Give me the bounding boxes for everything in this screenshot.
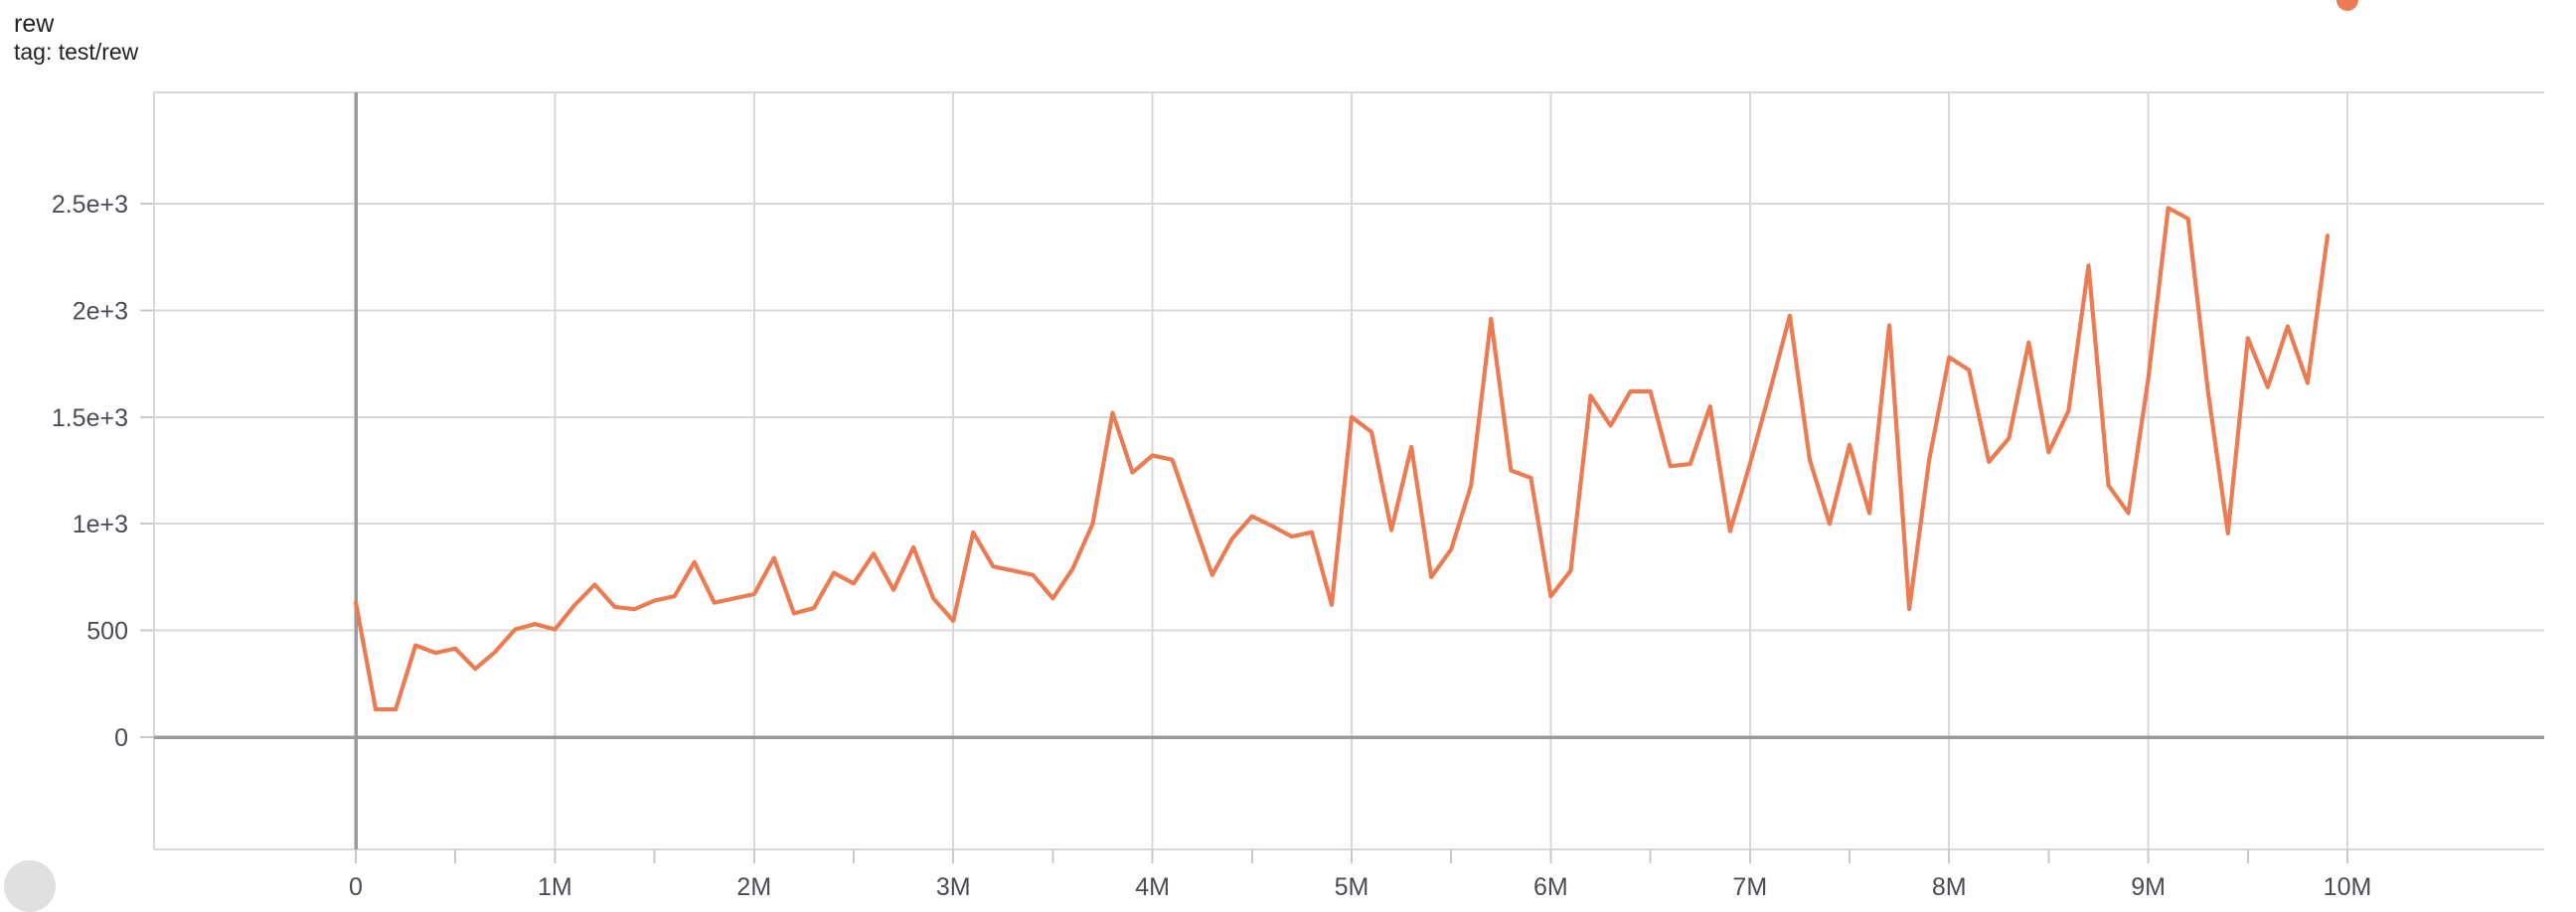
x-tick-label: 8M <box>1932 873 1967 898</box>
x-tick-label: 10M <box>2324 873 2372 898</box>
x-tick-label: 9M <box>2131 873 2166 898</box>
x-tick-label: 4M <box>1135 873 1170 898</box>
x-tick-label: 3M <box>936 873 971 898</box>
y-tick-label: 1e+3 <box>73 511 128 538</box>
x-axis-tick-labels: 0 1M 2M 3M 4M 5M 6M 7M 8M 9M 10M <box>349 873 2371 898</box>
y-tick-label: 500 <box>86 618 128 646</box>
axis-lines-group <box>154 92 2544 849</box>
x-tick-label: 2M <box>736 873 771 898</box>
expand-chart-button[interactable] <box>4 860 56 912</box>
x-tick-label: 1M <box>538 873 572 898</box>
data-series-group[interactable] <box>353 0 2358 712</box>
x-tick-label: 6M <box>1533 873 1568 898</box>
gridlines-group <box>153 91 2544 850</box>
chart-tag-label: tag: test/rew <box>14 39 139 65</box>
x-tick-label: 0 <box>349 873 363 898</box>
y-tick-label: 2.5e+3 <box>52 191 128 219</box>
x-tick-label: 7M <box>1732 873 1767 898</box>
x-tick-label: 5M <box>1335 873 1369 898</box>
y-axis-tick-labels: 0 500 1e+3 1.5e+3 2e+3 2.5e+3 <box>52 191 128 752</box>
y-tick-label: 0 <box>114 724 128 752</box>
page-title: rew <box>14 10 55 38</box>
series-line-test-rew[interactable] <box>353 206 2331 712</box>
series-endpoint-marker[interactable] <box>2336 0 2358 11</box>
chart-header: rew tag: test/rew <box>14 10 138 66</box>
y-tick-label: 1.5e+3 <box>52 404 128 432</box>
y-tick-label: 2e+3 <box>73 297 128 325</box>
tick-marks-group <box>140 203 2348 863</box>
